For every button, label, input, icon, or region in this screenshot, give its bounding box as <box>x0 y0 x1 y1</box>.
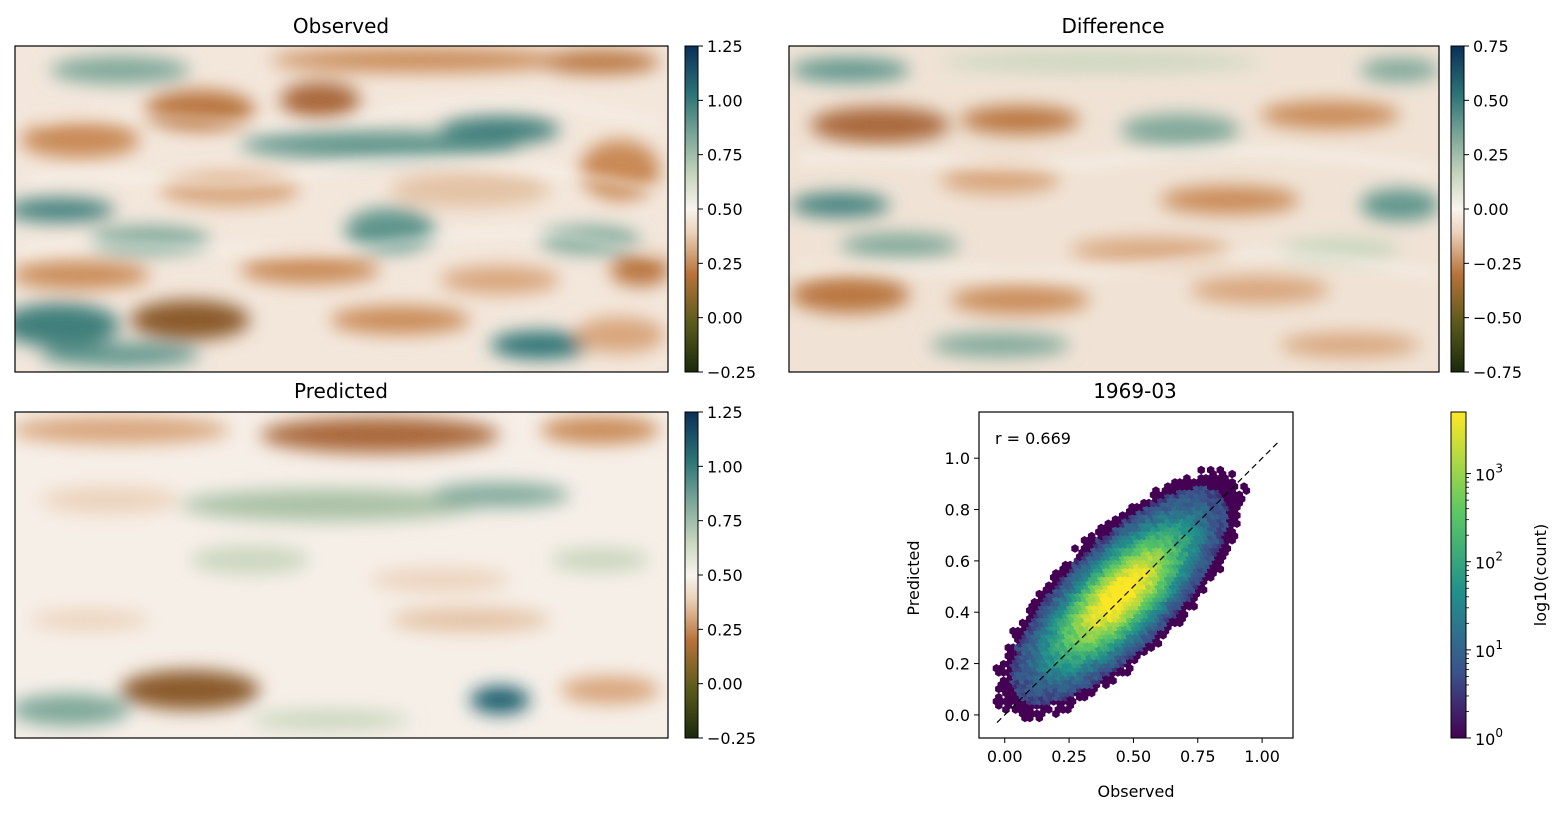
y-tick-label: 1.0 <box>945 449 970 468</box>
colorbar-tick-label: 0.25 <box>707 254 743 273</box>
hexbin-cell <box>1240 482 1248 491</box>
hexbin-cell <box>1228 478 1236 487</box>
count-tick-label: 103 <box>1475 462 1503 485</box>
predicted-title: Predicted <box>294 379 388 403</box>
colorbar-tick-label: 0.75 <box>707 512 743 531</box>
predicted-panel: Predicted <box>14 379 756 748</box>
correlation-annotation: r = 0.669 <box>995 429 1071 448</box>
difference-title: Difference <box>1061 14 1164 38</box>
y-axis-ticks: 0.0 0.2 0.4 0.6 0.8 1.0 <box>945 449 979 725</box>
difference-map <box>789 46 1439 372</box>
count-tick-label: 102 <box>1475 550 1503 573</box>
hexbin-cell <box>1087 531 1096 541</box>
x-tick-label: 0.00 <box>987 747 1023 766</box>
hexbin-cell <box>1197 465 1205 475</box>
scatter-axes-frame <box>978 411 1294 739</box>
colorbar-tick-label: 0.25 <box>707 620 743 639</box>
y-tick-label: 0.2 <box>945 655 970 674</box>
count-tick-label: 100 <box>1475 726 1503 749</box>
colorbar-tick-label: 0.00 <box>1473 200 1509 219</box>
colorbar-tick-label: 1.00 <box>707 91 743 110</box>
colorbar-tick-label: 0.00 <box>707 675 743 694</box>
colorbar-tick-label: 0.50 <box>707 200 743 219</box>
observed-panel: Observed <box>14 14 756 382</box>
hexbin-cell <box>1216 465 1224 475</box>
difference-panel: Difference <box>788 14 1522 382</box>
hexbin-cell <box>1183 474 1191 483</box>
x-tick-label: 0.50 <box>1116 747 1152 766</box>
colorbar-tick-label: −0.25 <box>707 363 756 382</box>
observed-title: Observed <box>293 14 389 38</box>
observed-colorbar: 1.25 1.00 0.75 0.50 0.25 0.00 −0.25 <box>684 37 756 382</box>
hexbin-cell <box>1207 465 1215 475</box>
hexbin-cell <box>1228 469 1236 479</box>
reference-line <box>996 439 1281 724</box>
y-tick-label: 0.4 <box>945 603 970 622</box>
count-colorbar: 103 102 101 100 log10(count) <box>1450 411 1550 749</box>
colorbar-tick-label: −0.75 <box>1473 363 1522 382</box>
y-tick-label: 0.0 <box>945 706 970 725</box>
colorbar-tick-label: −0.25 <box>707 729 756 748</box>
colorbar-tick-label: 1.00 <box>707 457 743 476</box>
colorbar-tick-label: 0.75 <box>707 146 743 165</box>
colorbar-tick-label: 0.00 <box>707 309 743 328</box>
hexbin-cell <box>1235 490 1243 500</box>
x-tick-label: 1.00 <box>1244 747 1280 766</box>
observed-map <box>15 46 668 372</box>
colorbar-tick-label: 0.75 <box>1473 37 1509 56</box>
colorbar-tick-label: 1.25 <box>707 403 743 422</box>
colorbar-tick-label: 0.50 <box>1473 91 1509 110</box>
colorbar-tick-label: −0.25 <box>1473 254 1522 273</box>
colorbar-tick-label: −0.50 <box>1473 309 1522 328</box>
hexbin-cell <box>1071 544 1079 553</box>
scatter-title: 1969-03 <box>1093 379 1177 403</box>
count-colorbar-ticks: 103 102 101 100 <box>1466 462 1503 749</box>
difference-colorbar: 0.75 0.50 0.25 0.00 −0.25 −0.50 −0.75 <box>1450 37 1522 382</box>
predicted-map <box>15 412 668 738</box>
colorbar-tick-label: 0.50 <box>707 566 743 585</box>
y-tick-label: 0.6 <box>945 552 970 571</box>
y-tick-label: 0.8 <box>945 501 970 520</box>
hexbin-cell <box>995 692 1003 702</box>
predicted-colorbar: 1.25 1.00 0.75 0.50 0.25 0.00 −0.25 <box>684 403 756 748</box>
scatter-panel: 1969-03 r = 0.669 0.00 0.25 0.50 0.75 1.00 0… <box>904 379 1294 801</box>
count-colorbar-label: log10(count) <box>1531 524 1550 626</box>
x-axis-ticks: 0.00 0.25 0.50 0.75 1.00 <box>987 738 1280 766</box>
count-tick-label: 101 <box>1475 638 1503 661</box>
y-axis-label: Predicted <box>904 540 923 615</box>
colorbar-tick-label: 0.25 <box>1473 146 1509 165</box>
hexbin-density <box>992 465 1251 723</box>
hexbin-cell <box>1152 486 1160 495</box>
colorbar-tick-label: 1.25 <box>707 37 743 56</box>
x-axis-label: Observed <box>1098 782 1175 801</box>
x-tick-label: 0.75 <box>1180 747 1216 766</box>
x-tick-label: 0.25 <box>1051 747 1087 766</box>
